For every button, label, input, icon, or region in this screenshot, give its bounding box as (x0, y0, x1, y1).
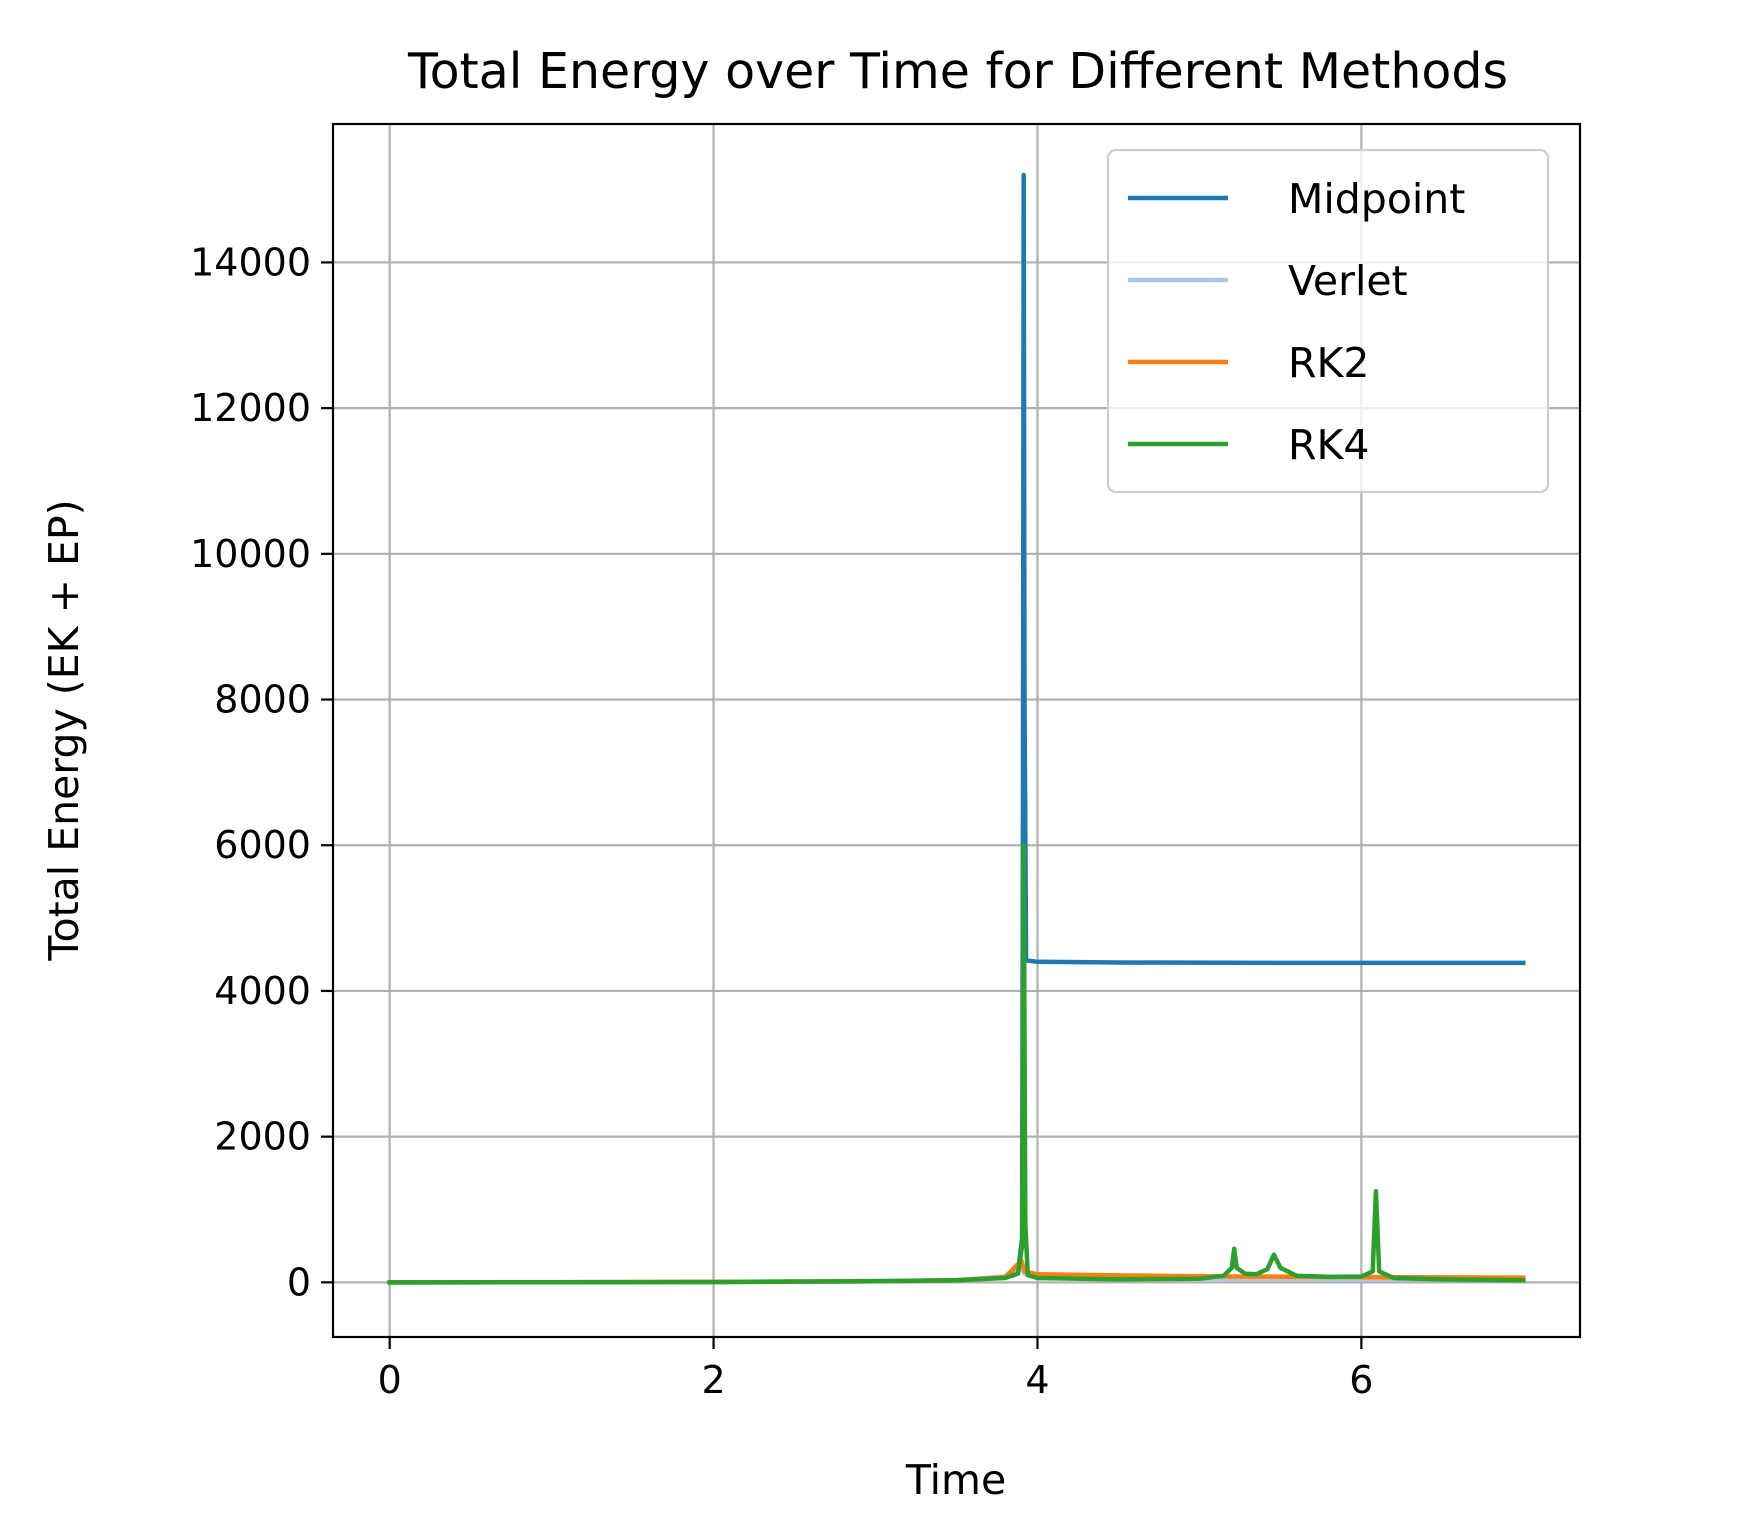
legend-label-verlet: Verlet (1288, 257, 1408, 305)
x-tick-label: 6 (1349, 1358, 1373, 1402)
y-tick-label: 12000 (190, 386, 311, 430)
x-tick-label: 2 (701, 1358, 725, 1402)
x-axis-label: Time (905, 1456, 1006, 1504)
y-tick-label: 8000 (214, 678, 311, 722)
legend-label-rk2: RK2 (1288, 339, 1369, 387)
chart-title: Total Energy over Time for Different Met… (407, 43, 1508, 100)
y-axis-label: Total Energy (EK + EP) (40, 499, 88, 961)
x-tick-label: 0 (378, 1358, 402, 1402)
y-tick-label: 2000 (214, 1115, 311, 1159)
x-tick-label: 4 (1025, 1358, 1049, 1402)
x-axis-ticks: 0 2 4 6 (378, 1337, 1373, 1402)
legend-box (1106, 148, 1550, 494)
y-axis-ticks: 0 2000 4000 6000 8000 10000 12000 14000 (190, 240, 333, 1304)
legend: Midpoint Verlet RK2 RK4 (1106, 148, 1550, 494)
legend-label-rk4: RK4 (1288, 421, 1369, 469)
y-tick-label: 10000 (190, 532, 311, 576)
y-tick-label: 4000 (214, 969, 311, 1013)
series-lines (387, 172, 1526, 1285)
legend-label-midpoint: Midpoint (1288, 175, 1465, 223)
plot-frame (331, 122, 1582, 1339)
y-tick-label: 14000 (190, 240, 311, 284)
y-tick-label: 0 (287, 1260, 311, 1304)
series-line-rk4 (387, 842, 1526, 1285)
y-tick-label: 6000 (214, 823, 311, 867)
